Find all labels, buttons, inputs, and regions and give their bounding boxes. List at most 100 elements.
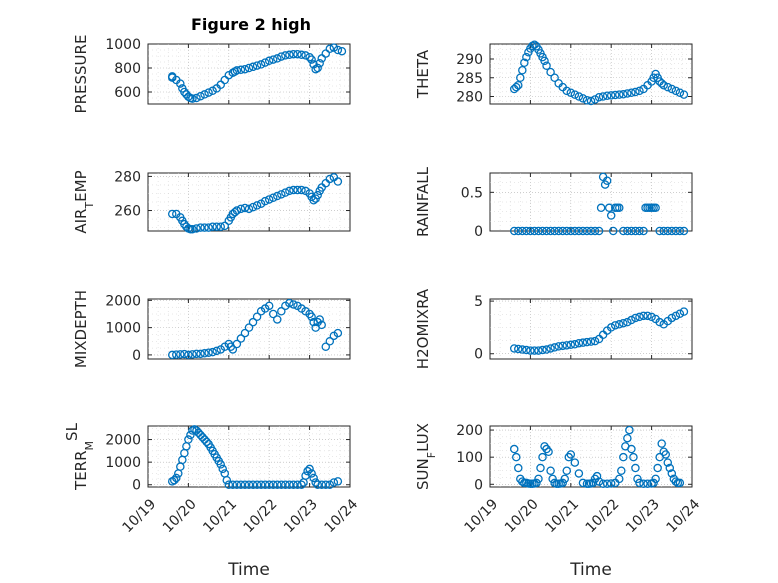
- data-point: [588, 478, 598, 488]
- data-point: [208, 347, 217, 357]
- data-point: [289, 49, 298, 59]
- data-point: [216, 222, 225, 231]
- data-point: [558, 478, 567, 488]
- y-tick-label: 280: [114, 169, 141, 185]
- data-point: [518, 345, 527, 354]
- data-point: [578, 226, 588, 236]
- data-point: [625, 425, 634, 435]
- data-point: [252, 312, 262, 321]
- y-tick-label: 2000: [105, 433, 141, 449]
- data-point: [659, 81, 668, 90]
- data-point: [615, 320, 624, 329]
- data-point: [212, 222, 221, 231]
- data-point: [530, 226, 539, 236]
- data-point: [273, 315, 282, 324]
- plot-area: [489, 298, 693, 360]
- data-point: [578, 478, 588, 488]
- y-tick-label: 290: [456, 52, 483, 68]
- data-point: [546, 466, 555, 475]
- data-point: [643, 311, 652, 321]
- data-point: [590, 95, 600, 104]
- subplot-h2omixra: 0 5 H2OMIXRA: [414, 288, 693, 369]
- data-point: [639, 311, 648, 321]
- data-point: [222, 475, 232, 485]
- data-point: [530, 346, 539, 355]
- y-tick-label: 0: [474, 477, 483, 493]
- data-point: [679, 90, 689, 99]
- x-tick-label: 10/24: [663, 496, 703, 536]
- figure-title: Figure 2 high: [191, 15, 311, 34]
- data-point: [509, 226, 519, 236]
- data-point: [570, 90, 580, 99]
- data-point: [582, 337, 592, 347]
- data-point: [297, 50, 306, 60]
- y-axis-label: SUNFLUX: [414, 423, 438, 490]
- data-point: [606, 479, 616, 488]
- data-point: [236, 65, 246, 75]
- data-point: [192, 349, 201, 359]
- data-point: [558, 341, 567, 351]
- data-point: [615, 90, 624, 99]
- y-axis-label: TERRMSL: [63, 422, 96, 491]
- data-point: [578, 338, 588, 347]
- data-point: [631, 463, 640, 473]
- data-point: [623, 226, 632, 236]
- data-point: [293, 49, 302, 59]
- data-point: [647, 312, 656, 322]
- data-point: [218, 464, 227, 474]
- data-point: [538, 452, 547, 462]
- data-point: [260, 58, 270, 67]
- data-point: [307, 469, 316, 478]
- data-point: [633, 474, 642, 484]
- data-point: [313, 63, 322, 73]
- data-point: [321, 342, 331, 351]
- data-point: [200, 223, 209, 232]
- data-point: [281, 480, 290, 489]
- data-point: [582, 226, 592, 236]
- x-tick-label: 10/23: [281, 496, 321, 536]
- data-point: [661, 450, 670, 459]
- data-point: [305, 52, 314, 62]
- data-point: [550, 73, 559, 83]
- data-point: [631, 313, 640, 323]
- data-point: [635, 312, 644, 322]
- data-point: [675, 226, 685, 236]
- data-point: [550, 343, 559, 352]
- data-point: [297, 185, 306, 195]
- data-point: [538, 226, 547, 236]
- y-tick-label: 800: [114, 61, 141, 77]
- data-point: [212, 346, 221, 356]
- data-point: [277, 307, 286, 316]
- data-point: [512, 452, 521, 462]
- y-tick-label: 600: [114, 85, 141, 101]
- data-point: [514, 344, 523, 354]
- data-point: [615, 203, 624, 213]
- y-tick-label: 0: [474, 347, 483, 363]
- data-point: [236, 334, 246, 343]
- subplot-sun_flux: 0 100 200 10/19 10/20 10/21 10/22 10/23 10/24 Tim…: [414, 423, 703, 580]
- data-point: [627, 444, 636, 454]
- data-point: [264, 195, 274, 204]
- data-point: [315, 315, 324, 324]
- data-point: [554, 226, 563, 236]
- data-point: [260, 480, 270, 489]
- data-point: [244, 480, 254, 489]
- data-point: [317, 320, 326, 330]
- data-point: [606, 323, 616, 332]
- data-point: [623, 89, 632, 98]
- data-point: [256, 60, 266, 69]
- data-point: [590, 226, 600, 236]
- data-point: [264, 301, 274, 311]
- y-tick-label: 0.5: [461, 185, 483, 201]
- data-point: [594, 477, 604, 486]
- data-point: [570, 226, 580, 236]
- data-point: [216, 460, 225, 469]
- data-point: [244, 63, 254, 73]
- data-point: [667, 469, 677, 478]
- data-point: [602, 91, 612, 101]
- data-point: [631, 87, 640, 97]
- data-point: [570, 340, 580, 349]
- data-point: [522, 52, 531, 62]
- data-point: [188, 225, 197, 234]
